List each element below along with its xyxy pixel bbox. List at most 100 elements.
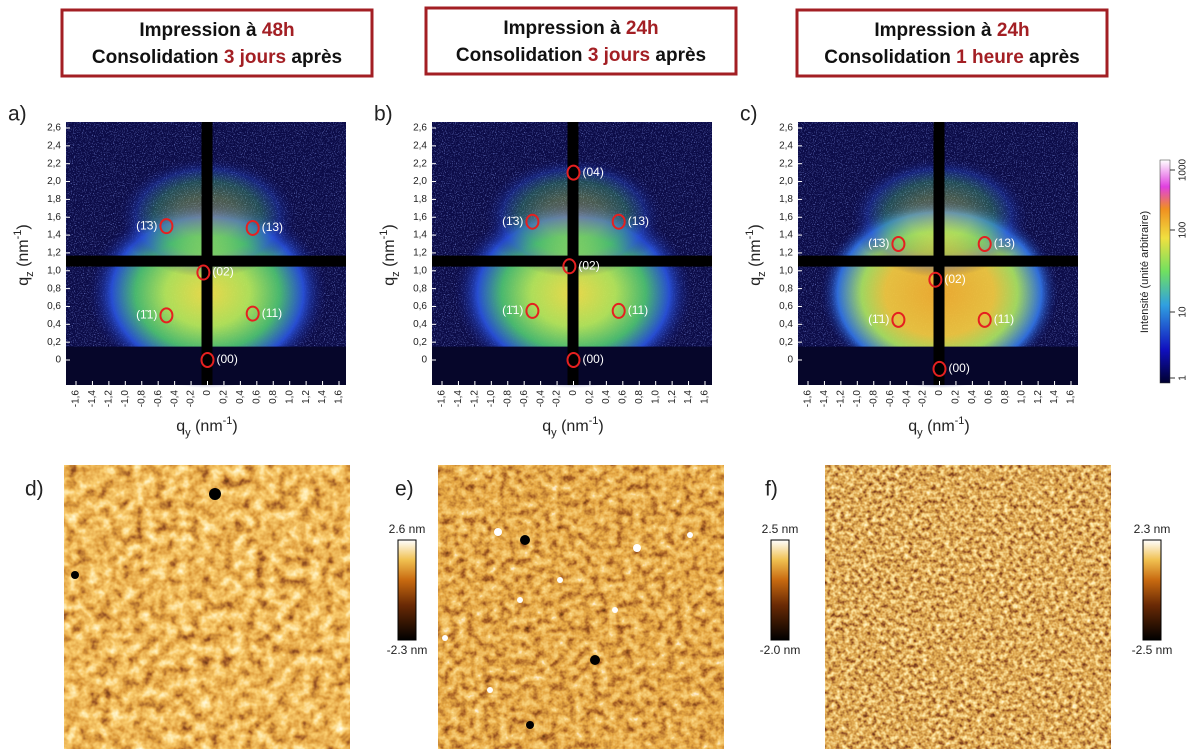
height-colorbar xyxy=(1142,539,1162,641)
x-tick-label: 1,0 xyxy=(650,390,661,404)
afm-feature xyxy=(209,488,221,500)
x-tick-label: -0,4 xyxy=(901,390,912,408)
y-tick-label: 2,6 xyxy=(47,123,61,134)
x-tick-label: -1,2 xyxy=(470,390,481,408)
y-tick-label: 2,2 xyxy=(779,158,793,169)
y-tick-label: 1,2 xyxy=(413,248,427,259)
colorbar-min: -2.3 nm xyxy=(387,643,428,657)
header-value: 24h xyxy=(626,18,659,39)
axis-exponent: -1 xyxy=(744,230,756,240)
y-tick-label: 1,4 xyxy=(779,230,793,241)
x-tick-label: 0,8 xyxy=(634,390,645,404)
y-tick-label: 2,6 xyxy=(779,123,793,134)
axis-subscript: z xyxy=(390,271,402,277)
y-tick-label: 0 xyxy=(787,355,793,366)
colorbar-min: -2.0 nm xyxy=(760,643,801,657)
x-tick-label: -1,0 xyxy=(486,390,497,408)
peak-label: (1̄1) xyxy=(868,312,889,326)
x-tick-label: 1,4 xyxy=(683,390,694,404)
x-tick-label: 0,6 xyxy=(251,390,262,404)
panel-label: a) xyxy=(8,103,27,126)
afm-feature xyxy=(612,607,618,613)
x-tick-label: -0,8 xyxy=(502,390,513,408)
axis-exponent: -1 xyxy=(955,415,965,427)
header-line: Consolidation 3 jours après xyxy=(92,47,342,68)
header-line: Impression à 24h xyxy=(874,20,1029,41)
height-colorbar xyxy=(397,539,417,641)
y-tick-label: 0,8 xyxy=(413,283,427,294)
axis-subscript: y xyxy=(551,427,557,439)
panel-label: c) xyxy=(740,103,758,126)
axis-label: qy (nm-1) xyxy=(176,415,238,439)
header-line: Consolidation 3 jours après xyxy=(456,45,706,66)
x-tick-label: -1,0 xyxy=(120,390,131,408)
y-tick-label: 1,6 xyxy=(413,212,427,223)
intensity-title: Intensité (unité arbitraire) xyxy=(1139,211,1151,333)
x-tick-label: -0,6 xyxy=(519,390,530,408)
x-tick-label: -0,8 xyxy=(136,390,147,408)
beam-stop xyxy=(567,122,579,385)
header-text: Impression à xyxy=(503,18,626,39)
x-tick-label: 0 xyxy=(934,390,945,396)
y-tick-label: 0 xyxy=(421,355,427,366)
y-tick-label: 0,8 xyxy=(47,283,61,294)
peak-marker xyxy=(611,213,626,230)
axis-unit: ) xyxy=(15,224,32,229)
header-line: Impression à 48h xyxy=(139,20,294,41)
header-value: 1 heure xyxy=(956,47,1024,68)
y-tick-label: 1,0 xyxy=(779,265,793,276)
peak-label: (1̄3) xyxy=(502,214,523,228)
header-value: 48h xyxy=(262,20,295,41)
y-tick-label: 2,4 xyxy=(779,140,793,151)
afm-feature xyxy=(487,687,493,693)
peak-label: (1̄3) xyxy=(136,218,157,232)
afm-feature xyxy=(590,655,600,665)
y-tick-label: 1,4 xyxy=(47,230,61,241)
axis-unit: ) xyxy=(747,224,764,229)
panel-label: d) xyxy=(25,478,44,501)
peak-marker xyxy=(977,311,992,328)
x-tick-label: 0,4 xyxy=(967,390,978,404)
peak-label: (13) xyxy=(628,214,649,228)
peak-label: (11) xyxy=(262,306,282,320)
peak-label: (02) xyxy=(944,272,965,286)
y-tick-label: 2,6 xyxy=(413,123,427,134)
colorbar-max: 2.3 nm xyxy=(1134,522,1171,536)
axis-exponent: -1 xyxy=(378,230,390,240)
afm-feature xyxy=(494,528,502,536)
axis-label: qy (nm-1) xyxy=(908,415,970,439)
y-tick-label: 0,4 xyxy=(47,319,61,330)
beam-stop xyxy=(201,122,213,385)
peak-label: (02) xyxy=(578,258,599,272)
axis-label: qz (nm-1) xyxy=(378,224,402,286)
axis-unit: ) xyxy=(232,418,237,435)
y-tick-label: 2,2 xyxy=(413,158,427,169)
y-tick-label: 1,2 xyxy=(779,248,793,259)
peak-marker xyxy=(200,352,215,368)
peak-label: (11) xyxy=(994,312,1014,326)
axis-label: qz (nm-1) xyxy=(744,224,768,286)
panel-label: f) xyxy=(765,478,778,501)
x-tick-label: 1,6 xyxy=(1066,390,1077,404)
x-tick-label: -1,6 xyxy=(71,390,82,408)
x-tick-label: 1,2 xyxy=(301,390,312,404)
peak-marker xyxy=(566,164,581,181)
afm-image xyxy=(64,465,350,749)
x-tick-label: 0,2 xyxy=(219,390,230,404)
y-tick-label: 0,6 xyxy=(779,301,793,312)
axis-subscript: y xyxy=(917,427,923,439)
header-text: Impression à xyxy=(874,20,997,41)
header-line: Consolidation 1 heure après xyxy=(824,47,1080,68)
afm-feature xyxy=(71,571,79,579)
y-tick-label: 1,6 xyxy=(779,212,793,223)
y-tick-label: 1,0 xyxy=(47,265,61,276)
intensity-colorbar xyxy=(1159,159,1171,384)
afm-feature xyxy=(557,577,563,583)
x-tick-label: -0,4 xyxy=(535,390,546,408)
x-tick-label: -0,8 xyxy=(868,390,879,408)
y-tick-label: 0,2 xyxy=(779,337,793,348)
x-tick-label: -0,2 xyxy=(918,390,929,408)
axis-symbol: q xyxy=(542,418,551,435)
y-tick-label: 0,8 xyxy=(779,283,793,294)
